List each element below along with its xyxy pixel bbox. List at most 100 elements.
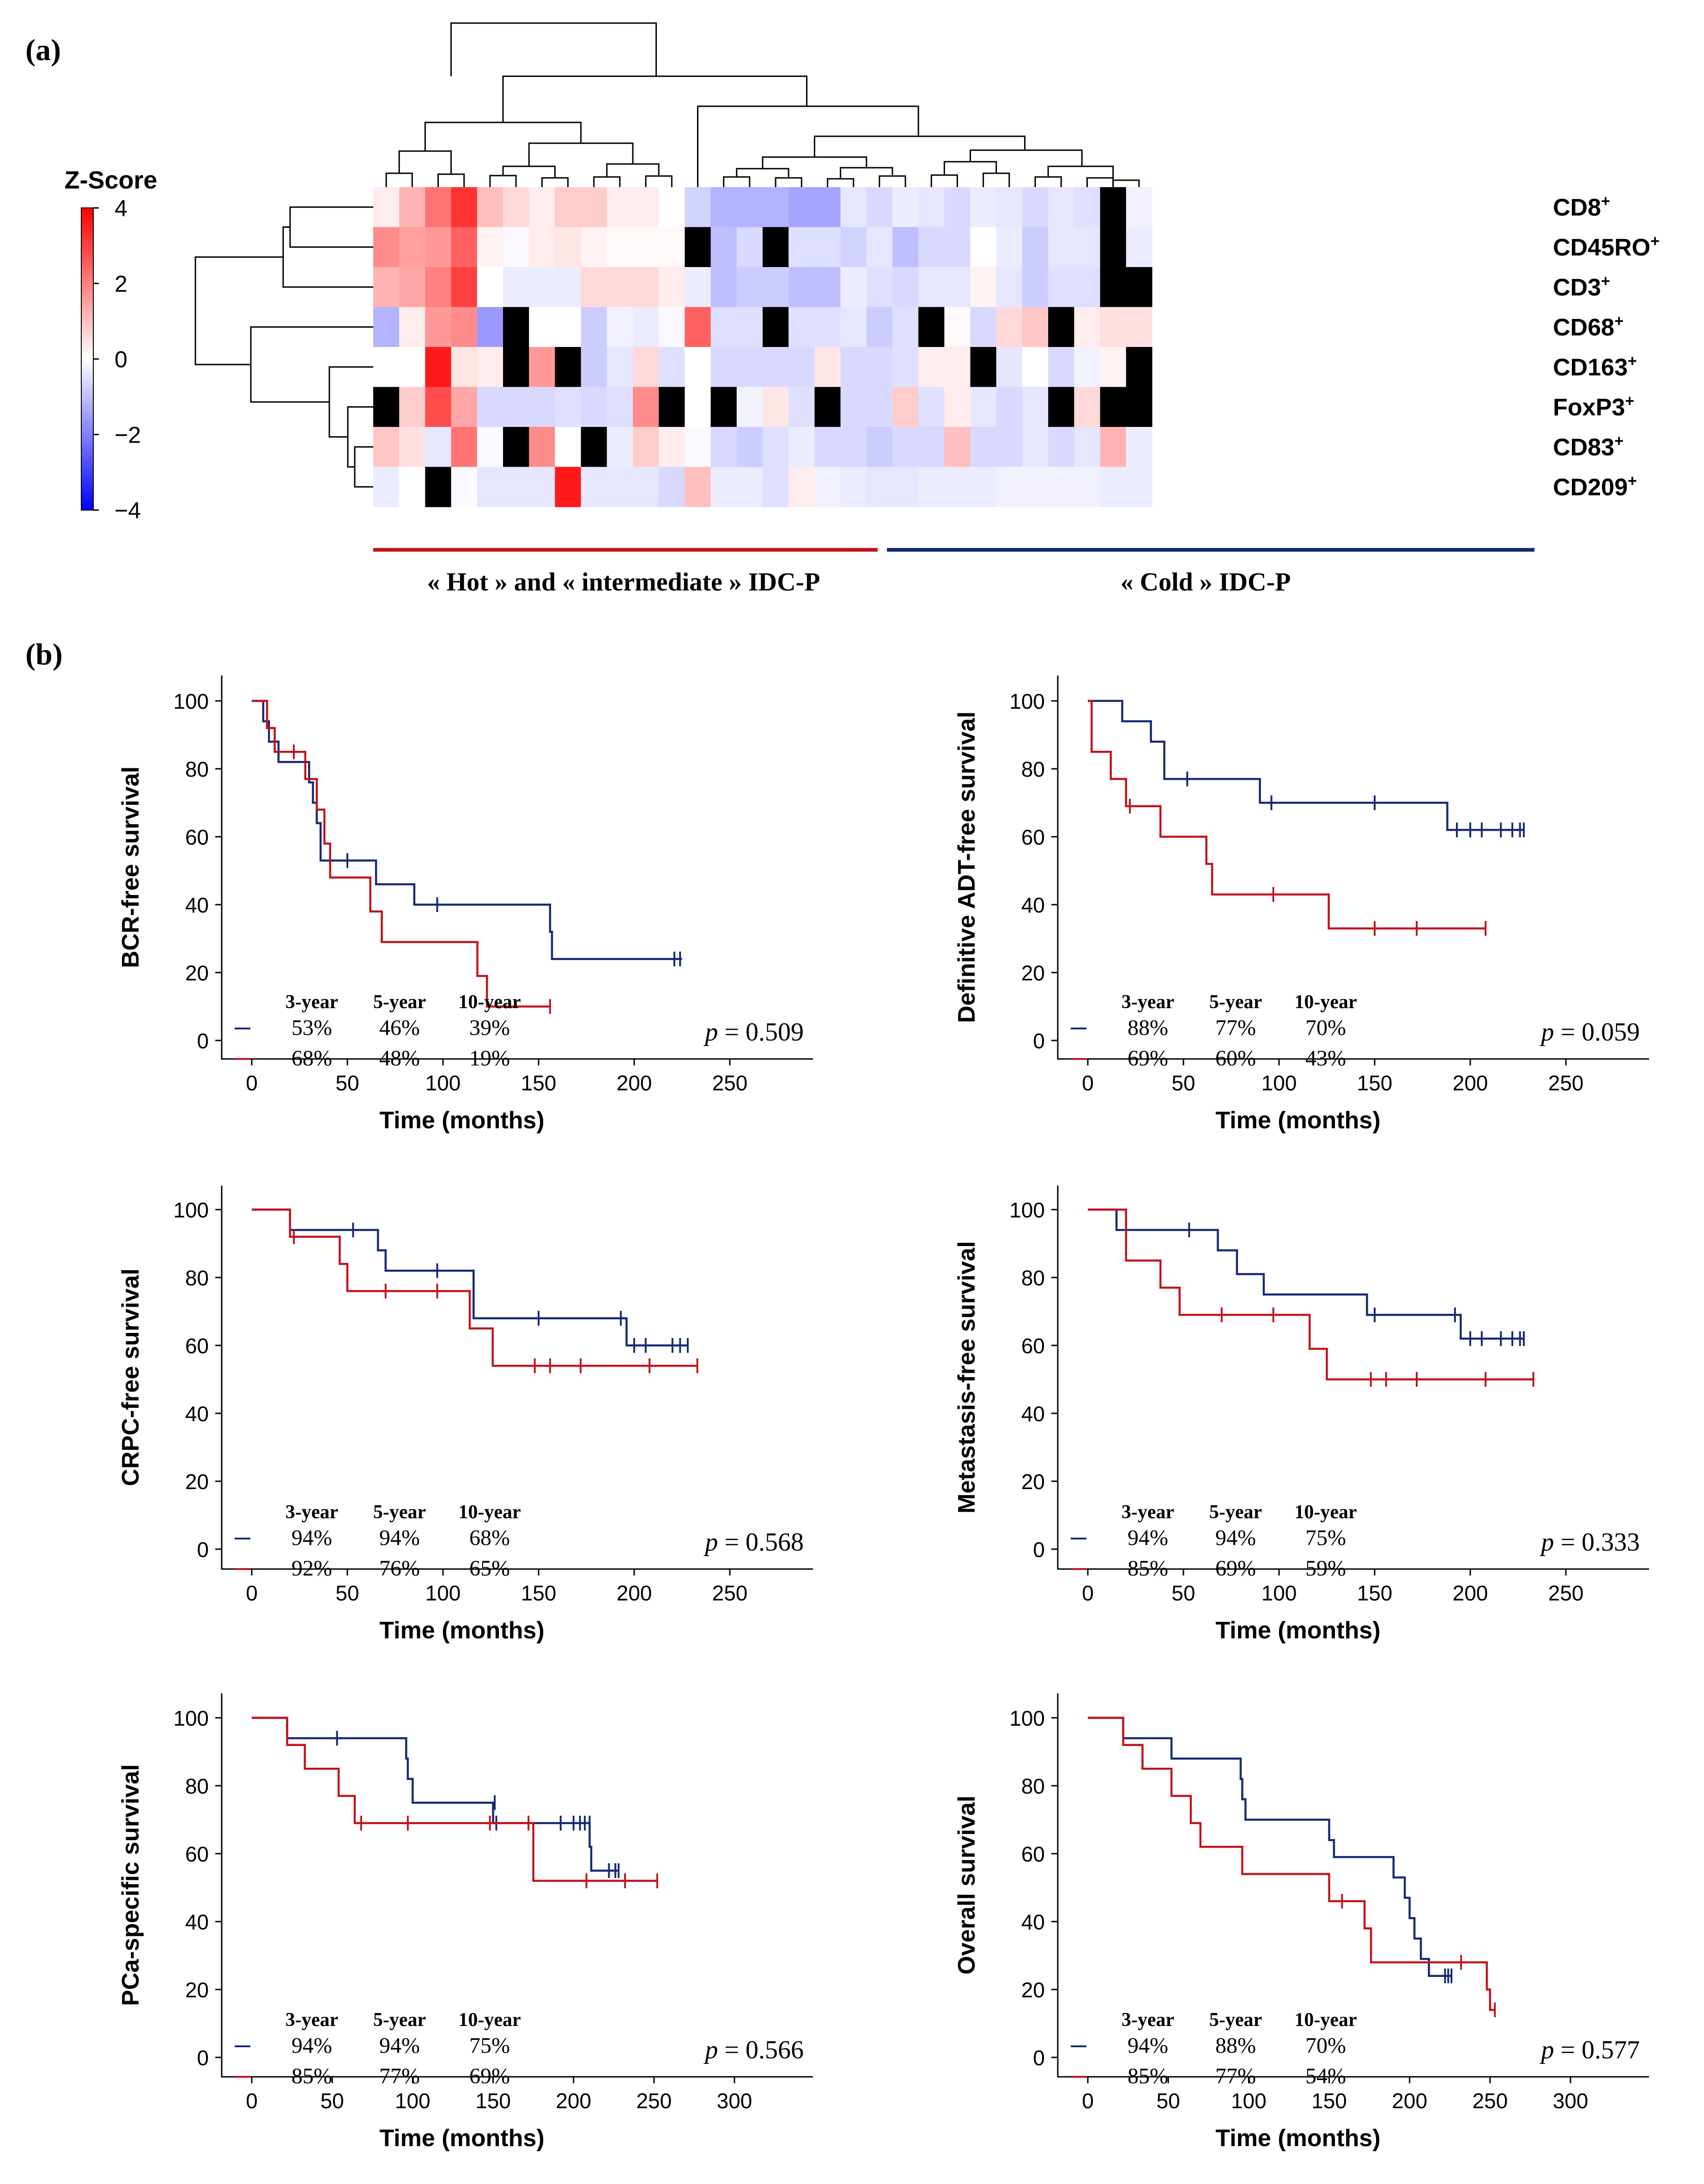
- p-symbol: p: [703, 2036, 724, 2064]
- x-tick-label: 200: [617, 1581, 652, 1605]
- y-tick-label: 80: [1021, 757, 1045, 781]
- heatmap-cell: [373, 427, 400, 468]
- heatmap-cell: [659, 387, 685, 427]
- heatmap-cell: [503, 227, 529, 268]
- p-value: p = 0.566: [703, 2036, 804, 2064]
- y-tick-label: 20: [185, 1470, 209, 1494]
- heatmap-cell: [1022, 307, 1049, 347]
- x-tick-label: 200: [1453, 1581, 1488, 1605]
- marker-label: CD3+: [1553, 272, 1610, 301]
- heatmap-cell: [425, 347, 452, 388]
- y-axis-label: Overall survival: [953, 1795, 980, 1974]
- axes-frame: [221, 1693, 813, 2078]
- table-header: 10-year: [1294, 992, 1357, 1013]
- heatmap-cell: [788, 267, 815, 308]
- marker-name: CD8: [1553, 194, 1601, 221]
- heatmap-cell: [503, 187, 529, 228]
- heatmap-cell: [1100, 227, 1127, 268]
- y-tick-label: 40: [185, 893, 209, 917]
- heatmap-cell: [763, 267, 789, 308]
- heatmap-cell: [503, 307, 529, 347]
- heatmap-cell: [1126, 427, 1152, 468]
- heatmap-cell: [659, 467, 685, 507]
- heatmap-cell: [606, 267, 633, 308]
- x-tick-label: 100: [425, 1071, 461, 1095]
- heatmap-cell: [736, 187, 763, 228]
- cold-group-label: « Cold » IDC-P: [1121, 568, 1291, 596]
- survival-rate: 94%: [1215, 1526, 1256, 1550]
- heatmap-cell: [892, 427, 919, 468]
- y-tick-label: 60: [1021, 1334, 1045, 1358]
- y-tick-label: 100: [1009, 689, 1045, 713]
- heatmap-cell: [1022, 467, 1049, 507]
- heatmap-cell: [555, 427, 582, 468]
- y-tick-label: 60: [185, 1334, 209, 1358]
- heatmap-cell: [814, 267, 841, 308]
- heatmap-cell: [892, 187, 919, 228]
- heatmap-cell: [581, 427, 607, 468]
- y-tick-label: 100: [1009, 1198, 1045, 1222]
- survival-rate: 69%: [469, 2064, 510, 2088]
- survival-rate: 46%: [379, 1016, 420, 1040]
- heatmap-cell: [996, 467, 1023, 507]
- heatmap-cell: [1022, 347, 1049, 388]
- heatmap-cell: [1022, 387, 1049, 427]
- x-tick-label: 100: [1261, 1071, 1297, 1095]
- heatmap-cell: [477, 227, 503, 268]
- dendrogram-branch: [250, 326, 373, 403]
- heatmap-cell: [814, 307, 841, 347]
- heatmap-cell: [373, 467, 400, 507]
- heatmap-cell: [1074, 187, 1101, 228]
- heatmap-cell: [633, 187, 659, 228]
- marker-label: CD83+: [1553, 432, 1624, 461]
- dendrogram-branch: [1112, 179, 1140, 187]
- heatmap-cell: [477, 307, 503, 347]
- heatmap-cell: [918, 187, 945, 228]
- survival-rate: 43%: [1305, 1046, 1346, 1071]
- heatmap-cell: [1100, 187, 1127, 228]
- table-header: 5-year: [1209, 992, 1262, 1013]
- x-tick-label: 250: [712, 1581, 748, 1605]
- heatmap-cell: [606, 307, 633, 347]
- km-plot-b6: 0 20 40 60 80 100 0 50 100 150 200 250 300 Time (mont…: [953, 1693, 1649, 2152]
- table-header: 3-year: [1122, 2009, 1174, 2031]
- x-tick-label: 150: [1311, 2089, 1347, 2113]
- heatmap-cell: [659, 227, 685, 268]
- heatmap-cell: [659, 307, 685, 347]
- survival-rate: 94%: [291, 2033, 332, 2058]
- zscore-legend-title: Z-Score: [64, 166, 157, 194]
- dendrogram-branch: [398, 150, 452, 174]
- survival-rate: 60%: [1215, 1046, 1256, 1071]
- x-tick-label: 50: [1157, 2089, 1180, 2113]
- marker-label: CD8+: [1553, 192, 1610, 221]
- x-tick-label: 200: [556, 2089, 591, 2113]
- marker-name: CD209: [1553, 474, 1628, 501]
- y-tick-label: 20: [1021, 1470, 1045, 1494]
- p-value-text: = 0.059: [1560, 1018, 1640, 1046]
- survival-rate: 53%: [291, 1016, 332, 1040]
- y-tick-label: 20: [1021, 961, 1045, 985]
- y-axis-label: CRPC-free survival: [117, 1268, 144, 1486]
- marker-label: CD68+: [1553, 312, 1624, 341]
- survival-rate: 77%: [1215, 1016, 1256, 1040]
- heatmap-cell: [1022, 427, 1049, 468]
- heatmap-cell: [451, 347, 478, 388]
- heatmap-cell: [425, 227, 452, 268]
- heatmap-cell: [840, 387, 867, 427]
- dendrogram-branch: [450, 22, 657, 76]
- y-tick-label: 40: [185, 1910, 209, 1934]
- heatmap-panel: Z-Score 420−2−4 CD8+CD45RO+CD3+CD68+CD16…: [64, 22, 1660, 596]
- heatmap-cell: [1022, 267, 1049, 308]
- heatmap-cell: [996, 267, 1023, 308]
- marker-name: CD3: [1553, 274, 1601, 301]
- y-tick-label: 0: [1033, 1538, 1045, 1562]
- x-axis-label: Time (months): [379, 1617, 544, 1644]
- heatmap-cell: [736, 267, 763, 308]
- heatmap-cell: [685, 467, 711, 507]
- marker-superscript: +: [1628, 472, 1637, 490]
- heatmap-cell: [1126, 187, 1152, 228]
- km-curve-cold: [1088, 700, 1524, 831]
- y-tick-label: 0: [1033, 2046, 1045, 2070]
- heatmap-cell: [373, 187, 400, 228]
- heatmap-cell: [970, 467, 997, 507]
